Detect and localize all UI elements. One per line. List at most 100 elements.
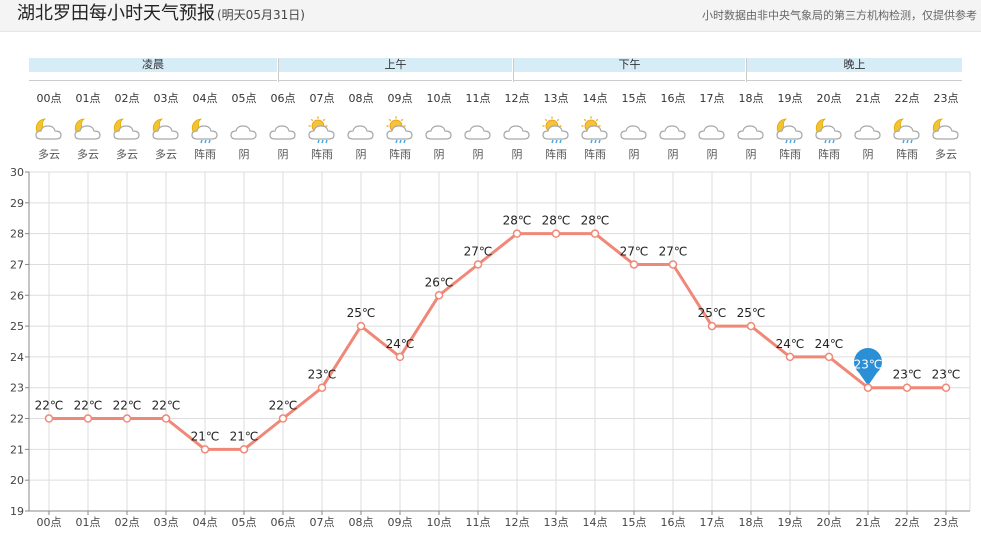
condition-label: 阴	[511, 148, 523, 161]
data-label: 28℃	[542, 214, 571, 228]
data-label: 21℃	[191, 429, 220, 443]
x-tick-label: 00点	[37, 516, 62, 529]
overcast-icon	[462, 116, 494, 144]
forecast-date: (明天05月31日)	[217, 8, 305, 22]
data-point	[590, 229, 600, 238]
data-point	[239, 445, 249, 454]
data-label: 25℃	[737, 306, 766, 320]
x-tick-label: 10点	[427, 516, 452, 529]
condition-label: 阵雨	[194, 148, 216, 161]
condition-label: 阴	[433, 148, 445, 161]
condition-label: 阴	[667, 148, 679, 161]
page-header: 湖北罗田每小时天气预报 (明天05月31日) 小时数据由非中央气象局的第三方机构检…	[0, 0, 981, 32]
x-tick-label: 01点	[76, 516, 101, 529]
x-tick-label: 19点	[778, 516, 803, 529]
data-point	[668, 260, 678, 269]
period-label: 下午	[514, 58, 745, 72]
period-divider-line	[29, 72, 277, 81]
data-point	[83, 414, 93, 423]
condition-label: 阴	[238, 148, 250, 161]
hour-label: 02点	[114, 92, 140, 105]
hour-label: 17点	[699, 92, 725, 105]
y-tick-label: 20	[10, 474, 24, 487]
y-tick-label: 23	[10, 382, 24, 395]
grid-lines	[29, 171, 971, 512]
hour-label: 14点	[582, 92, 608, 105]
period-separator	[513, 58, 514, 82]
data-point	[941, 383, 951, 392]
overcast-icon	[345, 116, 377, 144]
marker-pin-shape	[854, 348, 882, 386]
overcast-icon	[501, 116, 533, 144]
data-label: 24℃	[815, 337, 844, 351]
data-label: 28℃	[503, 214, 532, 228]
overcast-icon	[423, 116, 455, 144]
period-divider-line	[279, 72, 512, 81]
shower-day-icon	[540, 116, 572, 144]
x-tick-label: 21点	[856, 516, 881, 529]
data-point	[200, 445, 210, 454]
condition-label: 阵雨	[779, 148, 801, 161]
x-tick-label: 12点	[505, 516, 530, 529]
partly-cloudy-night-icon	[33, 116, 65, 144]
hour-label: 22点	[894, 92, 920, 105]
x-tick-label: 06点	[271, 516, 296, 529]
condition-label: 阴	[862, 148, 874, 161]
data-point	[551, 229, 561, 238]
data-point	[395, 352, 405, 362]
period-divider-line	[514, 72, 745, 81]
data-point	[356, 321, 366, 331]
shower-night-icon	[774, 116, 806, 144]
data-source-note: 小时数据由非中央气象局的第三方机构检测，仅提供参考	[702, 9, 977, 22]
data-point	[746, 321, 756, 331]
y-tick-label: 30	[10, 166, 24, 179]
shower-night-icon	[813, 116, 845, 144]
overcast-icon	[267, 116, 299, 144]
x-tick-label: 09点	[388, 516, 413, 529]
hour-label: 12点	[504, 92, 530, 105]
y-tick-label: 22	[10, 413, 24, 426]
data-point	[278, 414, 288, 423]
data-label: 22℃	[35, 399, 64, 413]
condition-label: 阵雨	[584, 148, 606, 161]
data-point	[317, 383, 327, 392]
x-tick-label: 03点	[154, 516, 179, 529]
hour-label: 04点	[192, 92, 218, 105]
period-divider-line	[747, 72, 962, 81]
data-point	[122, 414, 132, 423]
period-bar: 凌晨 上午 下午 晚上	[0, 58, 981, 82]
partly-cloudy-night-icon	[930, 116, 962, 144]
y-tick-label: 25	[10, 320, 24, 333]
y-tick-label: 27	[10, 258, 24, 271]
overcast-icon	[228, 116, 260, 144]
x-tick-label: 05点	[232, 516, 257, 529]
condition-label: 阴	[745, 148, 757, 161]
x-tick-label: 15点	[622, 516, 647, 529]
data-point	[824, 352, 834, 362]
data-label: 24℃	[776, 337, 805, 351]
data-point	[902, 383, 912, 392]
hour-label: 08点	[348, 92, 374, 105]
hour-label: 07点	[309, 92, 335, 105]
data-label: 27℃	[659, 244, 688, 258]
overcast-icon	[735, 116, 767, 144]
condition-label: 阴	[472, 148, 484, 161]
hour-label: 23点	[933, 92, 959, 105]
data-label: 27℃	[464, 244, 493, 258]
x-tick-label: 04点	[193, 516, 218, 529]
hour-label: 19点	[777, 92, 803, 105]
hour-label: 15点	[621, 92, 647, 105]
hour-label: 03点	[153, 92, 179, 105]
data-label: 28℃	[581, 214, 610, 228]
x-tick-label: 08点	[349, 516, 374, 529]
temperature-series-line	[49, 232, 946, 451]
data-label: 22℃	[113, 399, 142, 413]
data-label: 23℃	[854, 358, 883, 372]
shower-night-icon	[189, 116, 221, 144]
x-tick-label: 22点	[895, 516, 920, 529]
data-point	[161, 414, 171, 423]
hour-label: 21点	[855, 92, 881, 105]
hour-label: 10点	[426, 92, 452, 105]
hour-label: 13点	[543, 92, 569, 105]
period-label: 上午	[279, 58, 512, 72]
